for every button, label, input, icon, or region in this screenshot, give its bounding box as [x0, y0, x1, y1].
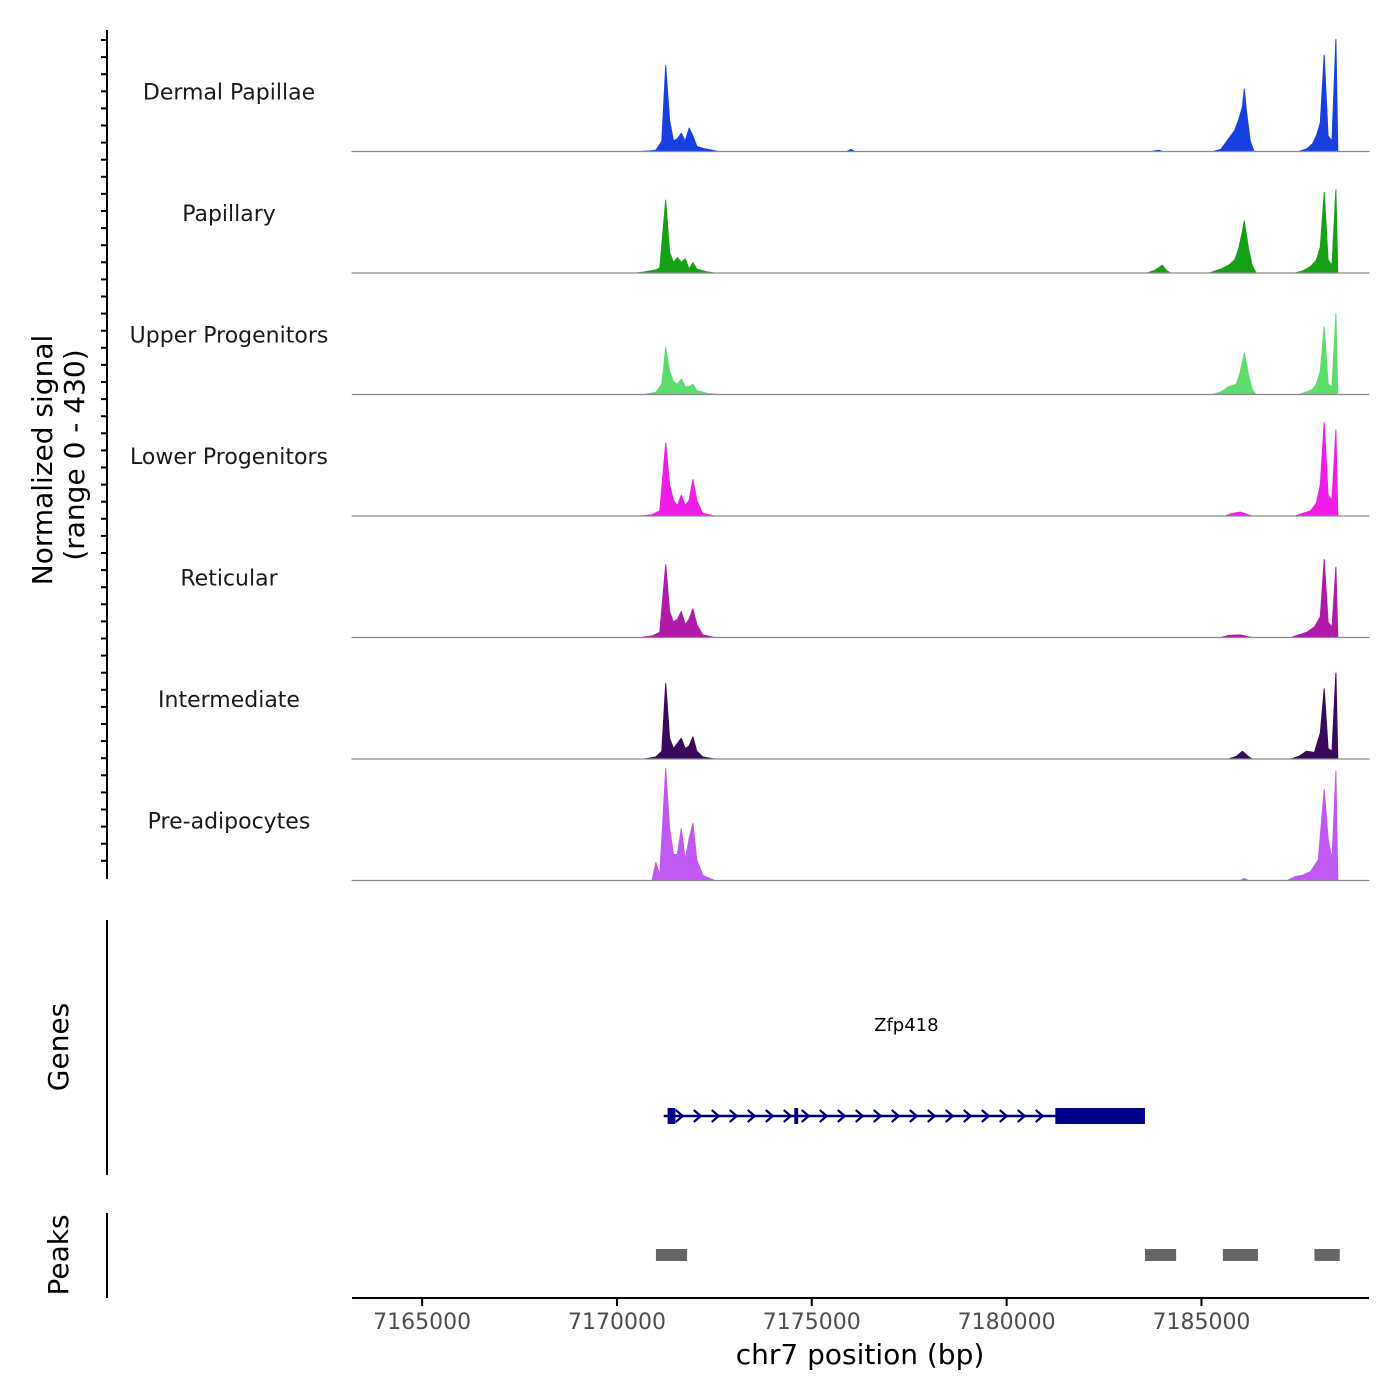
- strand-arrow: [711, 1109, 721, 1123]
- peaks-panel-label: Peaks: [42, 1214, 75, 1295]
- strand-arrow: [819, 1109, 829, 1123]
- track-label: Papillary: [182, 202, 276, 227]
- x-axis-title: chr7 position (bp): [736, 1338, 985, 1371]
- strand-arrow: [675, 1109, 685, 1123]
- strand-arrow: [783, 1109, 793, 1123]
- peak-region: [655, 1249, 688, 1261]
- strand-arrow: [1035, 1109, 1045, 1123]
- y-axis-range: (range 0 - 430): [58, 349, 91, 560]
- signal-tracks: [351, 39, 1370, 882]
- strand-arrow: [927, 1109, 937, 1123]
- track-label: Pre-adipocytes: [148, 810, 311, 835]
- track-label: Upper Progenitors: [130, 324, 329, 349]
- peak-region: [1314, 1249, 1340, 1261]
- track-label: Lower Progenitors: [130, 445, 328, 470]
- strand-arrow: [963, 1109, 973, 1123]
- signal-area: [351, 768, 1370, 881]
- gene-exon: [794, 1108, 799, 1124]
- track-labels: Dermal Papillae Papillary Upper Progenitor…: [130, 81, 329, 835]
- gene-track: Zfp418: [663, 1015, 1145, 1124]
- strand-arrow: [693, 1109, 703, 1123]
- strand-arrow: [909, 1109, 919, 1123]
- track-label: Dermal Papillae: [143, 81, 315, 106]
- gene-exon: [1055, 1108, 1145, 1124]
- signal-area: [351, 39, 1370, 152]
- x-tick-label: 7175000: [763, 1310, 861, 1335]
- gene-exon: [667, 1108, 676, 1124]
- strand-arrow: [945, 1109, 955, 1123]
- signal-area: [351, 313, 1370, 395]
- strand-arrow: [747, 1109, 757, 1123]
- strand-arrow: [801, 1109, 811, 1123]
- peak-region: [1222, 1249, 1258, 1261]
- strand-arrow: [873, 1109, 883, 1123]
- strand-arrow: [999, 1109, 1009, 1123]
- x-tick-label: 7185000: [1152, 1310, 1250, 1335]
- strand-arrow: [891, 1109, 901, 1123]
- signal-area: [351, 672, 1370, 760]
- peak-track: [655, 1249, 1340, 1261]
- x-tick-label: 7180000: [958, 1310, 1056, 1335]
- peak-region: [1144, 1249, 1177, 1261]
- strand-arrow: [1017, 1109, 1027, 1123]
- signal-area: [351, 558, 1370, 638]
- y-axis-title: Normalized signal: [26, 335, 59, 586]
- x-axis-ticks: 7165000 7170000 7175000 7180000 7185000: [373, 1298, 1250, 1335]
- strand-arrow: [729, 1109, 739, 1123]
- strand-arrow: [837, 1109, 847, 1123]
- track-label: Reticular: [180, 567, 278, 592]
- genes-panel-label: Genes: [42, 1003, 75, 1091]
- y-axis-ticks: [101, 39, 107, 862]
- gene-name-label: Zfp418: [874, 1015, 938, 1036]
- strand-arrow: [981, 1109, 991, 1123]
- track-label: Intermediate: [158, 688, 300, 713]
- strand-arrow: [855, 1109, 865, 1123]
- x-tick-label: 7170000: [568, 1310, 666, 1335]
- signal-area: [351, 189, 1370, 274]
- signal-area: [351, 421, 1370, 517]
- x-tick-label: 7165000: [373, 1310, 471, 1335]
- strand-arrow: [765, 1109, 775, 1123]
